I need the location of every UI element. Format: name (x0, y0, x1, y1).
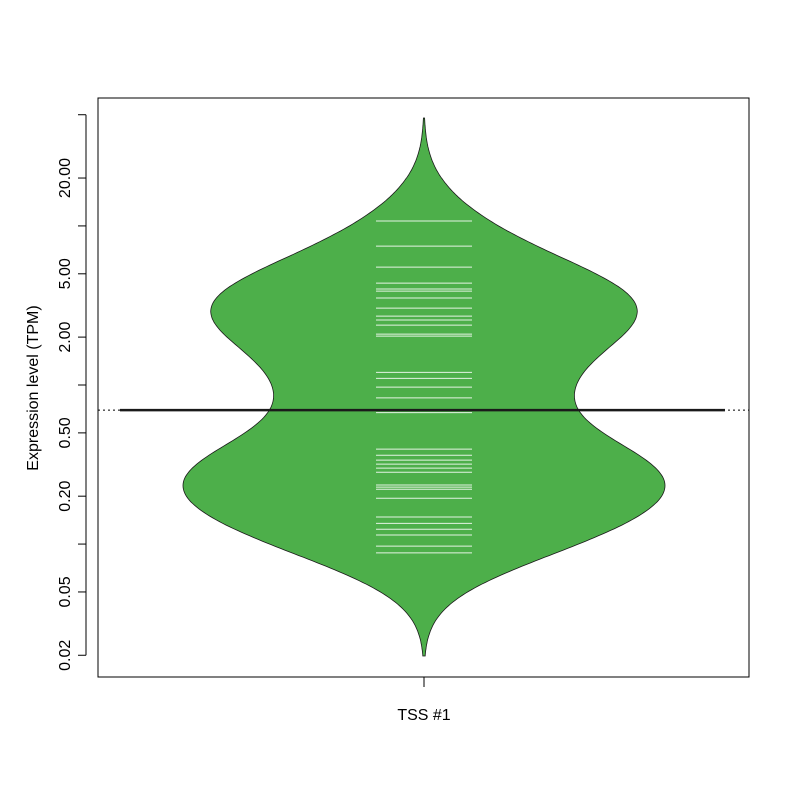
y-tick-label: 5.00 (57, 258, 74, 289)
y-axis-title: Expression level (TPM) (25, 305, 42, 470)
y-tick-label: 20.00 (57, 158, 74, 198)
x-tick-label: TSS #1 (397, 707, 450, 724)
y-tick-label: 0.02 (57, 640, 74, 671)
y-tick-label: 2.00 (57, 321, 74, 352)
y-tick-label: 0.05 (57, 576, 74, 607)
y-tick-label: 0.50 (57, 417, 74, 448)
y-tick-label: 0.20 (57, 481, 74, 512)
